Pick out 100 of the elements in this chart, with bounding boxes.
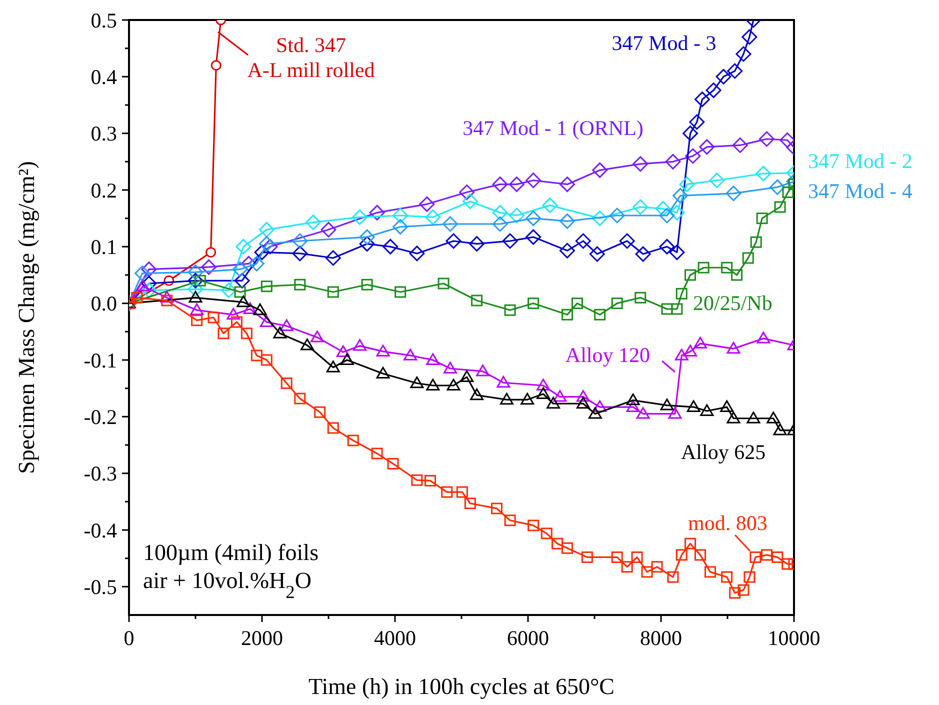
- point: [540, 528, 552, 540]
- point: [254, 244, 270, 260]
- point: [672, 188, 688, 204]
- point: [716, 68, 732, 84]
- point: [376, 344, 390, 356]
- point: [411, 474, 423, 486]
- point: [419, 196, 435, 212]
- point: [441, 486, 453, 498]
- point: [243, 302, 257, 314]
- point: [756, 166, 772, 182]
- point: [576, 396, 590, 409]
- point: [726, 342, 740, 354]
- point: [218, 328, 230, 340]
- point: [726, 412, 740, 424]
- point: [234, 272, 250, 288]
- point: [774, 201, 786, 213]
- point: [476, 364, 490, 376]
- point: [394, 286, 406, 298]
- point: [305, 214, 321, 230]
- point: [651, 561, 663, 573]
- y-tick-label: 0.0: [90, 292, 117, 316]
- point: [660, 398, 674, 410]
- point: [424, 474, 436, 486]
- point: [320, 222, 336, 238]
- series-label: 20/25/Nb: [693, 291, 772, 315]
- point: [460, 370, 474, 382]
- point: [240, 256, 256, 272]
- point: [492, 216, 508, 232]
- point: [731, 269, 743, 281]
- point: [641, 566, 653, 578]
- x-tick-label: 4000: [374, 626, 416, 650]
- point: [742, 252, 754, 264]
- point: [750, 551, 762, 563]
- point: [744, 571, 756, 583]
- point: [294, 392, 306, 404]
- point: [700, 404, 714, 416]
- y-tick-label: -0.1: [84, 348, 117, 372]
- point: [526, 229, 542, 245]
- point: [141, 282, 157, 298]
- point: [502, 233, 518, 249]
- point: [679, 176, 695, 192]
- point: [706, 82, 722, 98]
- legend-label: Std. 347 A-L mill rolled: [247, 33, 376, 82]
- point: [766, 412, 780, 424]
- point: [693, 336, 707, 349]
- series-label: 347 Mod - 2: [808, 149, 912, 173]
- point: [352, 209, 368, 225]
- point: [325, 250, 341, 266]
- point: [326, 360, 340, 372]
- point: [188, 264, 204, 280]
- point: [780, 132, 794, 148]
- y-tick-label: -0.5: [84, 575, 117, 600]
- x-tick-label: 0: [124, 626, 134, 650]
- point: [273, 326, 287, 338]
- point: [576, 390, 590, 402]
- x-axis-title: Time (h) in 100h cycles at 650°C: [308, 674, 615, 699]
- point: [667, 571, 679, 583]
- point: [609, 208, 625, 224]
- point: [292, 246, 308, 262]
- series-label: 347 Mod - 4: [808, 179, 913, 203]
- point: [141, 262, 157, 278]
- point: [626, 400, 640, 412]
- point: [671, 303, 683, 315]
- point: [392, 219, 408, 235]
- point: [234, 286, 246, 298]
- point: [136, 280, 150, 292]
- annotation: 100µm (4mil) foils: [143, 540, 319, 565]
- point: [704, 566, 716, 578]
- point: [131, 292, 143, 304]
- point: [738, 584, 750, 596]
- point: [526, 210, 542, 226]
- point: [636, 407, 650, 419]
- series-label: 347 Mod - 3: [612, 31, 716, 55]
- point: [611, 551, 623, 563]
- point: [443, 362, 457, 374]
- point: [756, 212, 768, 224]
- point: [726, 186, 742, 202]
- point: [188, 290, 202, 303]
- point: [552, 538, 564, 550]
- point: [661, 303, 673, 315]
- point: [446, 233, 462, 249]
- point: [191, 314, 203, 326]
- point: [546, 396, 560, 409]
- point: [236, 238, 252, 254]
- point: [382, 238, 398, 254]
- x-tick-label: 2000: [241, 626, 283, 650]
- point: [621, 561, 633, 573]
- point: [260, 354, 272, 366]
- point: [469, 236, 485, 252]
- point: [635, 246, 651, 262]
- point: [581, 551, 593, 563]
- point: [248, 256, 264, 272]
- point: [369, 204, 385, 220]
- point: [230, 316, 242, 328]
- y-tick-label: 0.4: [90, 65, 118, 90]
- point: [492, 176, 508, 192]
- point: [425, 209, 441, 225]
- y-tick-label: 0.2: [90, 178, 117, 202]
- point: [208, 312, 220, 324]
- point: [721, 262, 733, 274]
